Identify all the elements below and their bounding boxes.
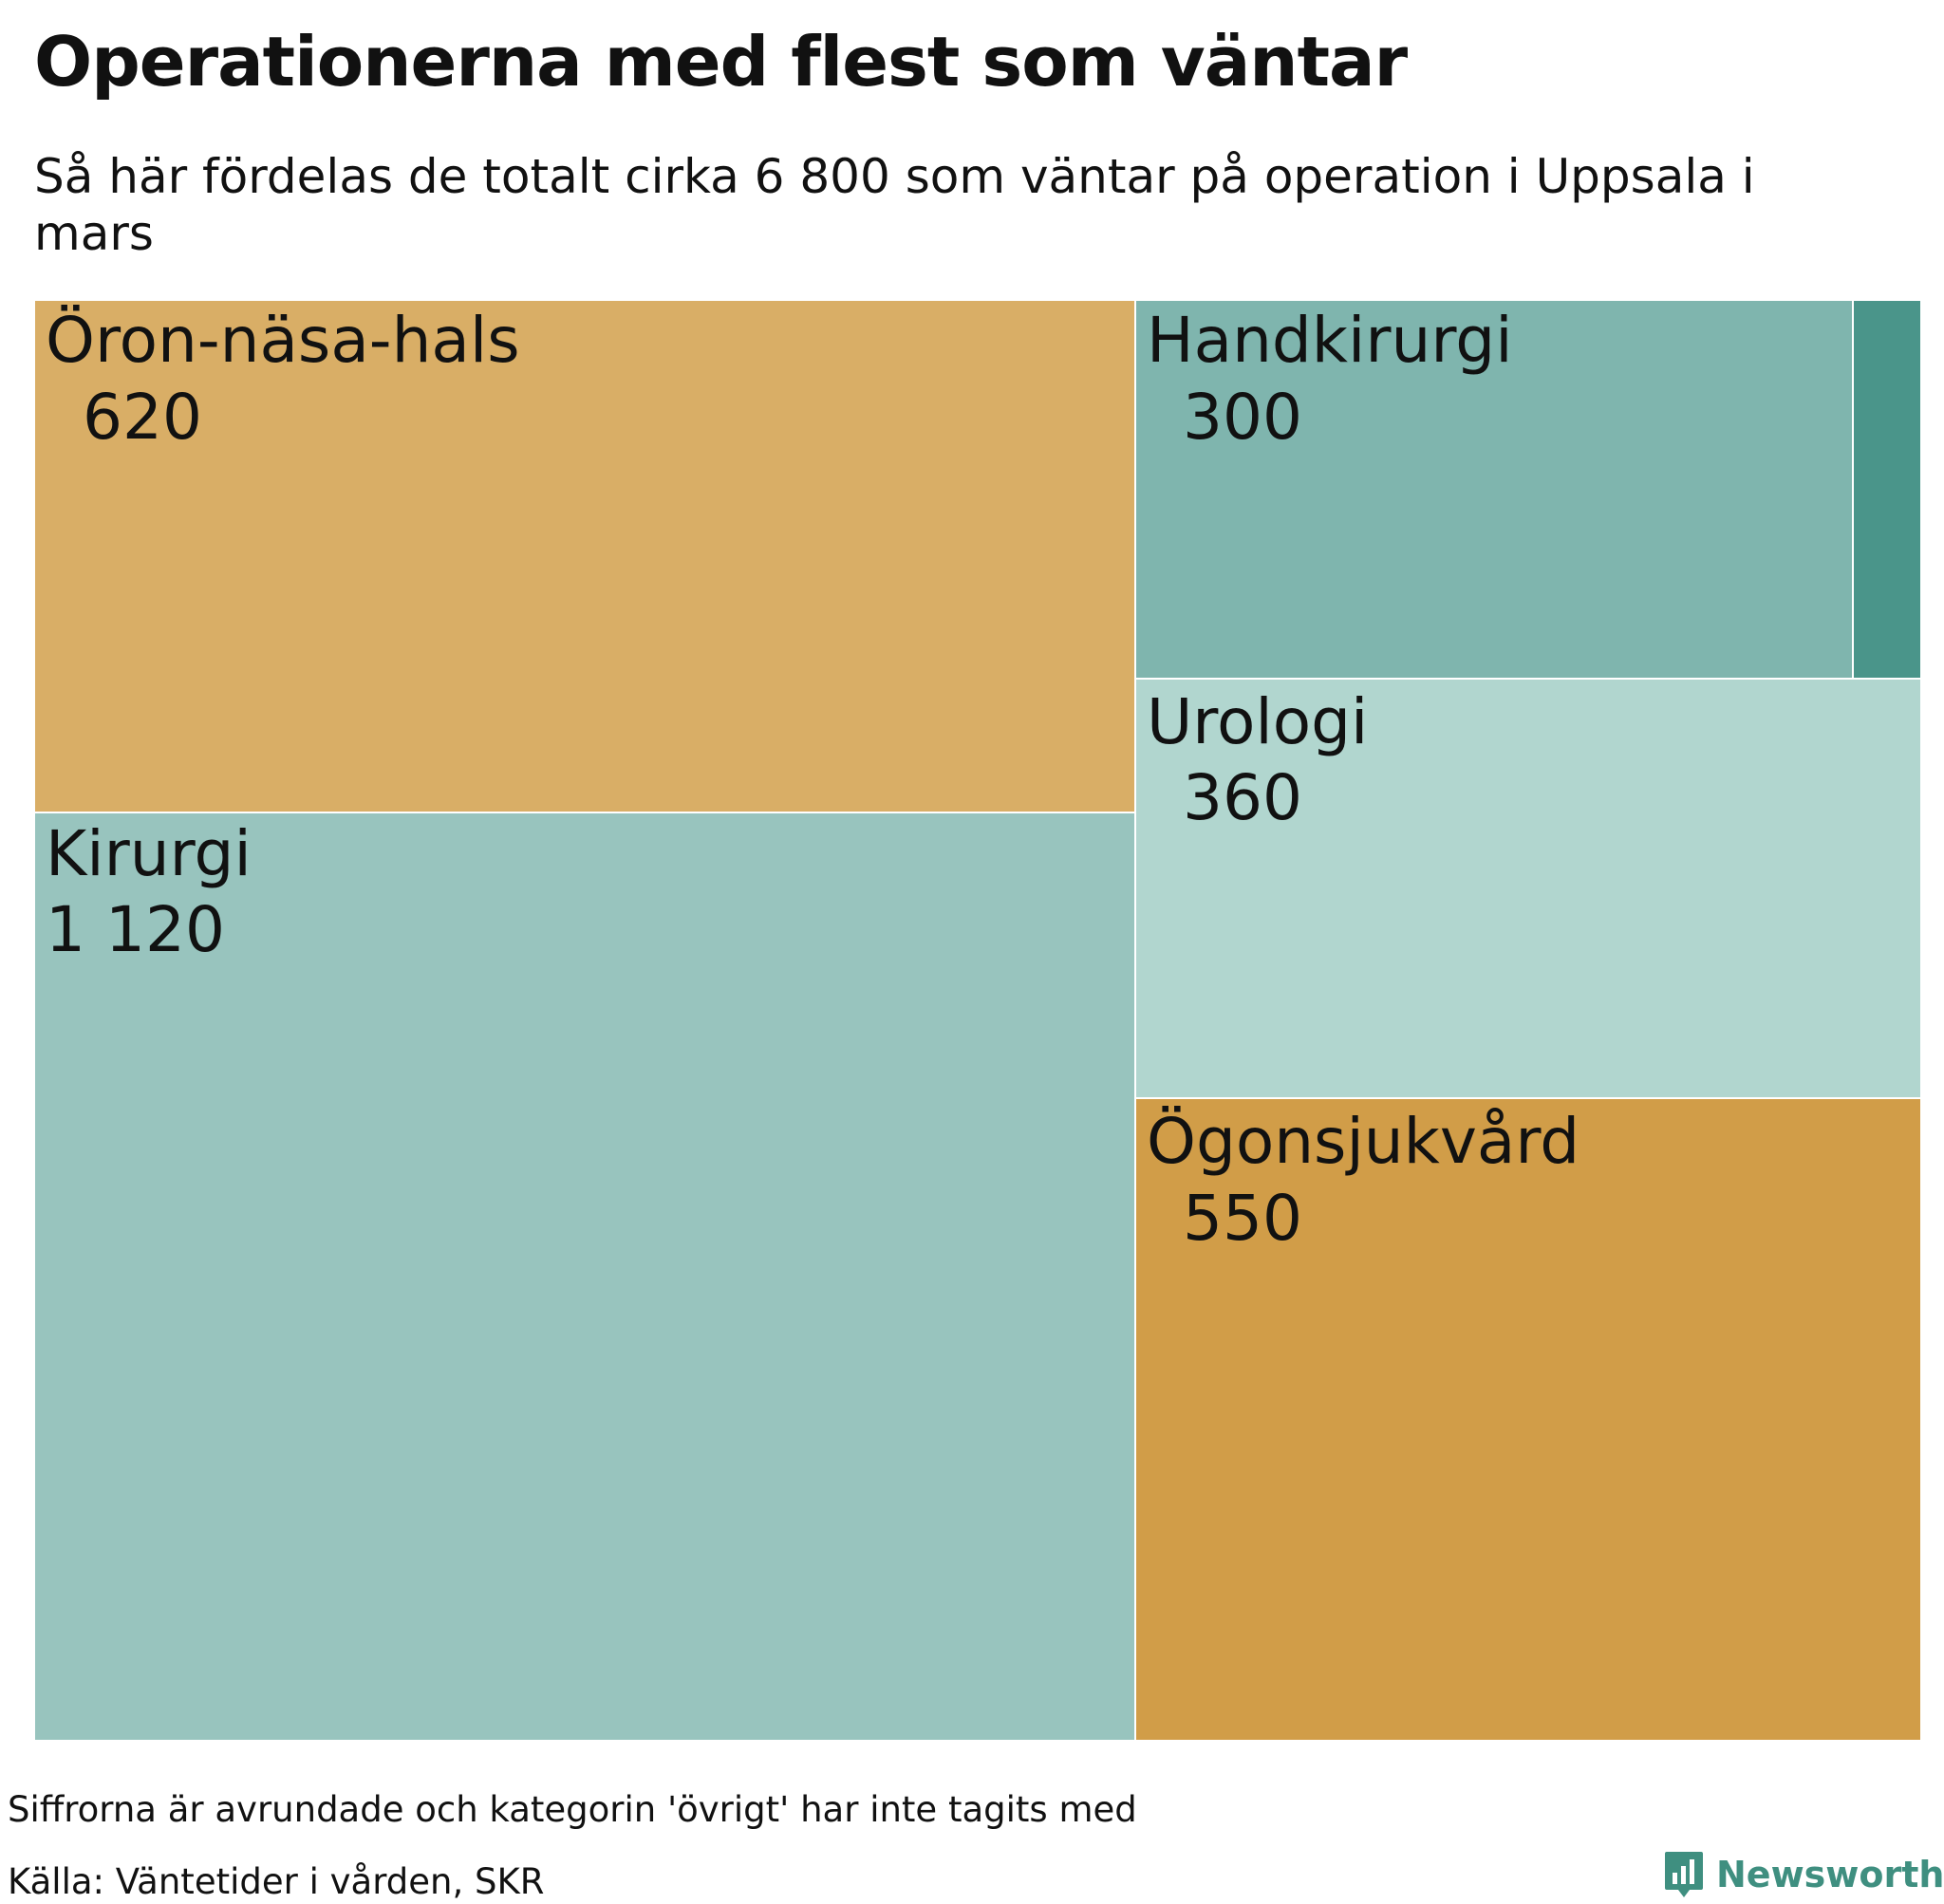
chart-subtitle: Så här fördelas de totalt cirka 6 800 so… (34, 149, 1755, 261)
chart-title: Operationerna med flest som väntar (34, 22, 1408, 102)
treemap-tile-urologi (1134, 678, 1922, 1099)
source-credit: Källa: Väntetider i vården, SKR (8, 1861, 545, 1902)
treemap-value-oron-nasa-hals: 620 (83, 381, 202, 454)
treemap-label-ogonsjukvard: Ögonsjukvård (1147, 1105, 1580, 1178)
footnote: Siffrorna är avrundade och kategorin 'öv… (8, 1789, 1137, 1830)
treemap-value-kirurgi: 1 120 (46, 893, 225, 966)
treemap-label-kirurgi: Kirurgi (46, 817, 252, 890)
treemap-label-oron-nasa-hals: Öron-näsa-hals (46, 304, 520, 377)
treemap-label-urologi: Urologi (1147, 685, 1368, 758)
treemap-value-urologi: 360 (1183, 761, 1302, 834)
bar-chart-logo-icon (1665, 1852, 1703, 1897)
brand-name: Newsworthy (1716, 1854, 1944, 1895)
treemap-tile-handkirurgi (1134, 299, 1854, 680)
treemap-tile-oron-nasa-hals (33, 299, 1136, 813)
treemap-tile-ogonsjukvard (1134, 1097, 1922, 1742)
treemap-tile-other (1852, 299, 1922, 680)
brand-logo[interactable]: Newsworthy (1663, 1848, 1944, 1901)
treemap-label-handkirurgi: Handkirurgi (1147, 304, 1513, 377)
treemap-value-handkirurgi: 300 (1183, 381, 1302, 454)
treemap-value-ogonsjukvard: 550 (1183, 1182, 1302, 1255)
